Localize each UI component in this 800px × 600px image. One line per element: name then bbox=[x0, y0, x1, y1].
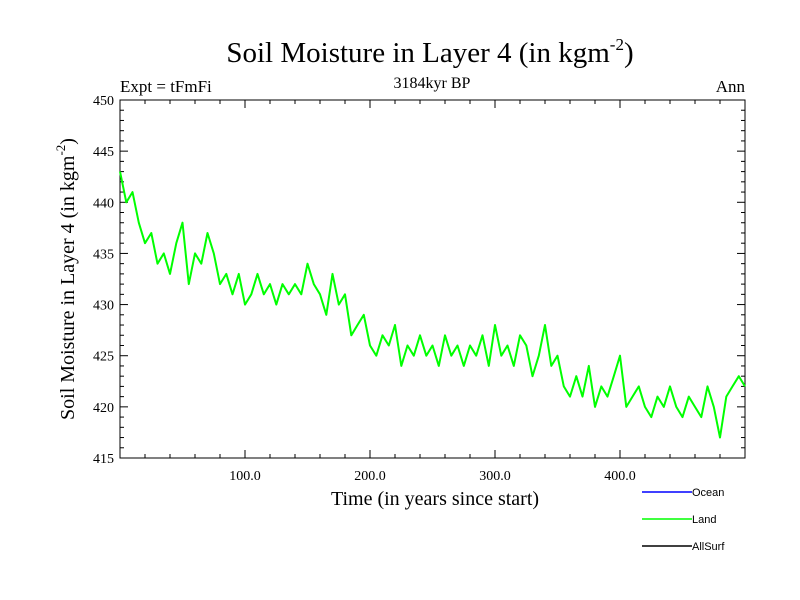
x-tick-label: 200.0 bbox=[354, 469, 386, 484]
plot-frame bbox=[119, 99, 746, 459]
y-tick-label: 425 bbox=[93, 350, 114, 365]
y-tick-label: 420 bbox=[93, 401, 114, 416]
y-tick-label: 450 bbox=[93, 94, 114, 109]
legend: Ocean Land AllSurf bbox=[642, 487, 725, 553]
x-tick-label: 400.0 bbox=[604, 469, 636, 484]
chart-title: Soil Moisture in Layer 4 (in kgm-2) bbox=[226, 35, 633, 69]
y-tick-label: 440 bbox=[93, 196, 114, 211]
season-label: Ann bbox=[716, 77, 746, 96]
x-axis: 100.0 200.0 300.0 400.0 bbox=[144, 100, 721, 484]
y-tick-label: 445 bbox=[93, 145, 114, 160]
y-axis: 415 420 425 430 435 440 445 450 bbox=[93, 94, 745, 467]
legend-label: Ocean bbox=[692, 487, 724, 499]
y-tick-label: 430 bbox=[93, 299, 114, 314]
y-axis-label: Soil Moisture in Layer 4 (in kgm-2) bbox=[53, 138, 79, 420]
x-tick-label: 100.0 bbox=[229, 469, 261, 484]
legend-label: Land bbox=[692, 514, 716, 526]
y-tick-label: 435 bbox=[93, 247, 114, 262]
experiment-label: Expt = tFmFi bbox=[120, 77, 212, 96]
legend-label: AllSurf bbox=[692, 541, 725, 553]
y-tick-label: 415 bbox=[93, 452, 114, 467]
land-series-line bbox=[119, 171, 746, 439]
x-tick-label: 300.0 bbox=[479, 469, 511, 484]
x-axis-label: Time (in years since start) bbox=[331, 488, 539, 510]
period-label: 3184kyr BP bbox=[394, 75, 471, 92]
